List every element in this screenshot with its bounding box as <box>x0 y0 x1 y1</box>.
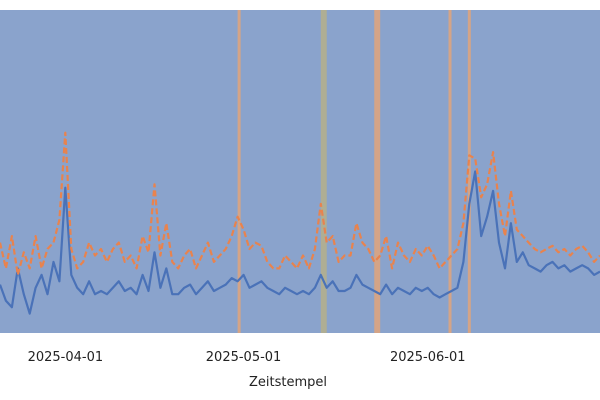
shaded-region-3 <box>374 10 381 333</box>
x-tick-label: 2025-06-01 <box>390 350 466 365</box>
series-1-line <box>0 170 600 315</box>
x-tick-label: 2025-04-01 <box>28 350 104 365</box>
shaded-region-1 <box>237 10 241 333</box>
series-lines <box>0 131 600 315</box>
shaded-region-5 <box>467 10 471 333</box>
plot-area <box>0 10 600 333</box>
series-2-line <box>0 131 600 276</box>
x-tick-label: 2025-05-01 <box>206 350 282 365</box>
x-axis-ticks: 2025-04-01 2025-05-01 2025-06-01 <box>28 350 466 365</box>
shaded-region-2 <box>320 10 327 333</box>
shaded-region-4 <box>448 10 452 333</box>
shaded-regions <box>237 10 471 333</box>
x-axis-title: Zeitstempel <box>249 375 327 390</box>
